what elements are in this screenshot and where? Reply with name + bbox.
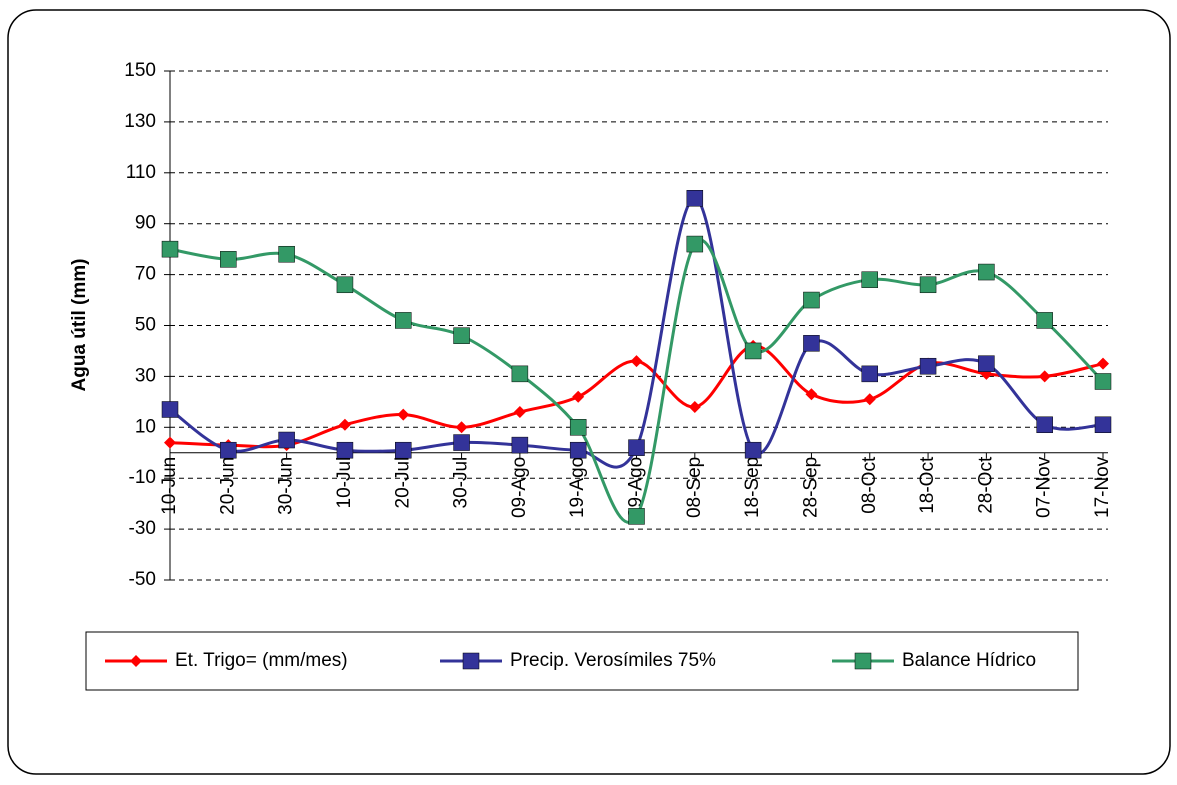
y-tick-label: -50 — [129, 569, 156, 590]
y-tick-label: 50 — [135, 315, 156, 336]
x-tick-label: 28-Oct — [975, 456, 996, 514]
x-tick-label: 17-Nov — [1092, 456, 1113, 518]
x-tick-label: 09-Ago — [509, 457, 530, 518]
marker — [861, 365, 878, 383]
legend-label: Balance Hídrico — [902, 650, 1036, 671]
legend-label: Et. Trigo= (mm/mes) — [175, 650, 348, 671]
chart-border — [7, 9, 1171, 775]
marker — [453, 327, 470, 344]
legend-box — [85, 631, 1079, 691]
x-tick-label: 10-Jun — [159, 457, 180, 515]
marker — [861, 271, 878, 288]
marker — [1036, 312, 1053, 329]
marker — [220, 441, 237, 459]
x-tick-label: 28-Sep — [800, 457, 821, 518]
y-tick-label: 90 — [135, 213, 156, 234]
marker — [1038, 370, 1051, 383]
x-tick-label: 30-Jun — [276, 457, 297, 515]
marker — [630, 355, 643, 368]
x-tick-label: 18-Sep — [742, 457, 763, 518]
y-axis-label: Agua útil (mm) — [69, 259, 90, 392]
y-tick-label: -30 — [129, 518, 156, 539]
marker — [455, 421, 468, 434]
marker — [803, 335, 820, 352]
marker — [220, 251, 237, 268]
x-tick-label: 07-Nov — [1034, 456, 1055, 518]
marker — [1036, 416, 1053, 434]
y-tick-label: 10 — [135, 416, 156, 437]
y-tick-label: 70 — [135, 264, 156, 285]
marker — [397, 408, 410, 421]
x-tick-label: 30-Jul — [451, 457, 472, 509]
marker — [1094, 373, 1112, 390]
marker — [336, 441, 354, 459]
marker — [978, 355, 995, 372]
marker — [1094, 416, 1112, 434]
marker — [161, 240, 179, 258]
marker — [1097, 357, 1109, 370]
x-tick-label: 08-Sep — [684, 457, 705, 518]
marker — [628, 439, 645, 456]
marker — [803, 291, 820, 309]
marker — [744, 342, 762, 360]
legend-marker — [130, 655, 142, 667]
marker — [919, 357, 937, 375]
marker — [511, 436, 529, 454]
y-tick-label: 150 — [124, 60, 156, 81]
y-tick-label: 30 — [135, 365, 156, 386]
marker — [744, 441, 762, 459]
marker — [453, 434, 470, 451]
line — [169, 196, 1104, 469]
marker — [805, 388, 818, 401]
marker — [569, 419, 587, 436]
marker — [569, 441, 587, 459]
marker — [688, 400, 701, 413]
y-tick-label: -10 — [129, 467, 156, 488]
x-tick-label: 20-Jun — [217, 457, 238, 515]
marker — [161, 401, 179, 418]
marker — [395, 312, 412, 329]
x-tick-label: 10-Jul — [334, 457, 355, 509]
marker — [686, 190, 704, 207]
marker — [513, 406, 526, 419]
marker — [164, 436, 176, 449]
y-tick-label: 130 — [124, 111, 156, 132]
marker — [686, 235, 704, 253]
x-tick-label: 08-Oct — [859, 456, 880, 514]
marker — [278, 431, 295, 449]
marker — [919, 276, 937, 294]
marker — [336, 276, 354, 294]
legend-marker — [462, 652, 480, 670]
marker — [511, 365, 529, 383]
marker — [863, 393, 876, 406]
y-tick-label: 110 — [126, 162, 156, 183]
marker — [572, 390, 585, 403]
legend-label: Precip. Verosímiles 75% — [510, 650, 716, 671]
marker — [278, 245, 295, 263]
marker — [978, 263, 995, 281]
x-tick-label: 19-Ago — [567, 457, 588, 518]
x-tick-label: 18-Oct — [917, 456, 938, 514]
x-tick-label: 20-Jul — [392, 457, 413, 509]
legend-marker — [854, 652, 872, 670]
marker — [628, 508, 645, 525]
marker — [338, 418, 351, 431]
marker — [395, 441, 412, 459]
